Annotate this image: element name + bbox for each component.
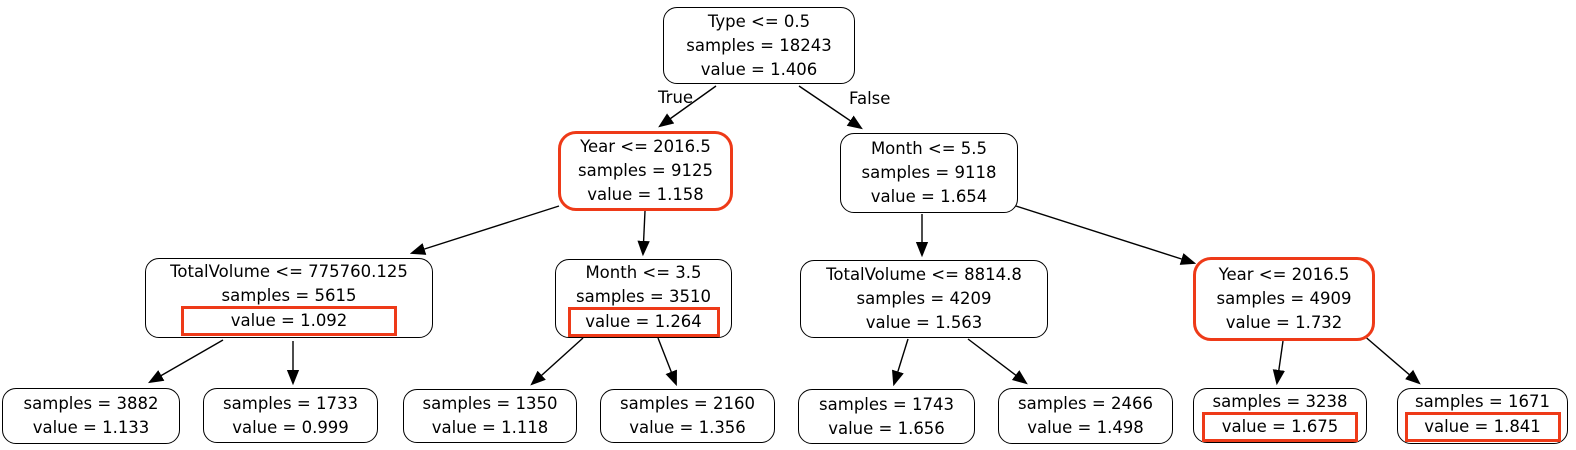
edge-root-to-left <box>658 85 717 128</box>
node-value: value = 1.732 <box>1225 313 1343 332</box>
edge-rl-to-leaf5 <box>892 338 909 387</box>
node-samples: samples = 9125 <box>578 161 713 180</box>
node-rr-highlighted: Year <= 2016.5 samples = 4909 value = 1.… <box>1193 257 1375 341</box>
node-value: value = 1.158 <box>587 185 704 204</box>
leaf-1: samples = 3882 value = 1.133 <box>2 388 180 444</box>
node-samples: samples = 3510 <box>576 286 711 306</box>
node-samples: samples = 1743 <box>819 394 954 414</box>
node-samples: samples = 5615 <box>221 286 357 305</box>
node-samples: samples = 9118 <box>861 163 997 182</box>
node-ll: TotalVolume <= 775760.125 samples = 5615… <box>145 258 433 338</box>
node-condition: Month <= 3.5 <box>585 262 702 282</box>
edge-left-to-ll <box>409 205 560 255</box>
edge-rr-to-leaf8 <box>1361 333 1421 385</box>
edge-root-to-right <box>798 85 863 130</box>
node-condition: TotalVolume <= 8814.8 <box>826 265 1022 284</box>
node-samples: samples = 4909 <box>1216 289 1352 308</box>
node-condition: TotalVolume <= 775760.125 <box>170 262 408 281</box>
node-value-highlight-box: value = 1.264 <box>567 306 720 337</box>
edge-rr-to-leaf7 <box>1272 340 1285 386</box>
edge-left-to-lr <box>637 210 650 257</box>
edge-lr-to-leaf4 <box>657 337 677 387</box>
node-samples: samples = 2466 <box>1018 394 1153 413</box>
node-samples: samples = 1733 <box>223 393 358 413</box>
node-condition: Type <= 0.5 <box>707 11 811 31</box>
node-value: value = 1.356 <box>629 418 746 437</box>
node-value-highlight-box: value = 1.092 <box>181 306 397 336</box>
node-condition: Month <= 5.5 <box>870 139 988 158</box>
edge-label-true: True <box>658 88 694 107</box>
node-value-highlight-box: value = 1.841 <box>1404 412 1561 442</box>
node-condition: Year <= 2016.5 <box>1218 265 1350 284</box>
node-samples: samples = 4209 <box>856 289 992 308</box>
node-value: value = 1.118 <box>431 418 549 437</box>
node-value: value = 1.406 <box>700 59 818 79</box>
leaf-2: samples = 1733 value = 0.999 <box>203 388 378 443</box>
edge-label-false: False <box>849 89 891 108</box>
node-samples: samples = 18243 <box>686 35 832 55</box>
node-samples: samples = 3238 <box>1212 391 1348 411</box>
leaf-5: samples = 1743 value = 1.656 <box>798 389 975 444</box>
node-condition: Year <= 2016.5 <box>580 137 711 156</box>
leaf-7: samples = 3238 value = 1.675 <box>1193 388 1367 443</box>
edge-rl-to-leaf6 <box>967 338 1028 385</box>
leaf-8: samples = 1671 value = 1.841 <box>1397 388 1568 444</box>
node-lr: Month <= 3.5 samples = 3510 value = 1.26… <box>555 259 732 338</box>
edge-lr-to-leaf3 <box>530 337 584 386</box>
node-value: value = 1.563 <box>865 313 983 332</box>
node-samples: samples = 1350 <box>422 394 558 413</box>
leaf-4: samples = 2160 value = 1.356 <box>600 389 775 443</box>
node-value-highlight-box: value = 1.675 <box>1202 411 1358 442</box>
node-value: value = 1.498 <box>1027 418 1144 437</box>
edge-right-to-rr <box>1015 205 1197 265</box>
node-samples: samples = 3882 <box>23 394 159 413</box>
leaf-6: samples = 2466 value = 1.498 <box>998 388 1173 444</box>
node-samples: samples = 2160 <box>620 394 755 413</box>
node-rl: TotalVolume <= 8814.8 samples = 4209 val… <box>800 260 1048 338</box>
node-right: Month <= 5.5 samples = 9118 value = 1.65… <box>840 133 1018 213</box>
node-samples: samples = 1671 <box>1415 392 1550 411</box>
node-value: value = 1.656 <box>828 418 945 438</box>
node-value: value = 1.654 <box>870 187 988 206</box>
node-value: value = 1.133 <box>32 418 150 437</box>
node-root: Type <= 0.5 samples = 18243 value = 1.40… <box>663 7 855 84</box>
edge-ll-to-leaf1 <box>147 339 224 384</box>
node-left-highlighted: Year <= 2016.5 samples = 9125 value = 1.… <box>558 131 733 211</box>
node-value: value = 0.999 <box>232 417 349 437</box>
leaf-3: samples = 1350 value = 1.118 <box>403 389 577 443</box>
